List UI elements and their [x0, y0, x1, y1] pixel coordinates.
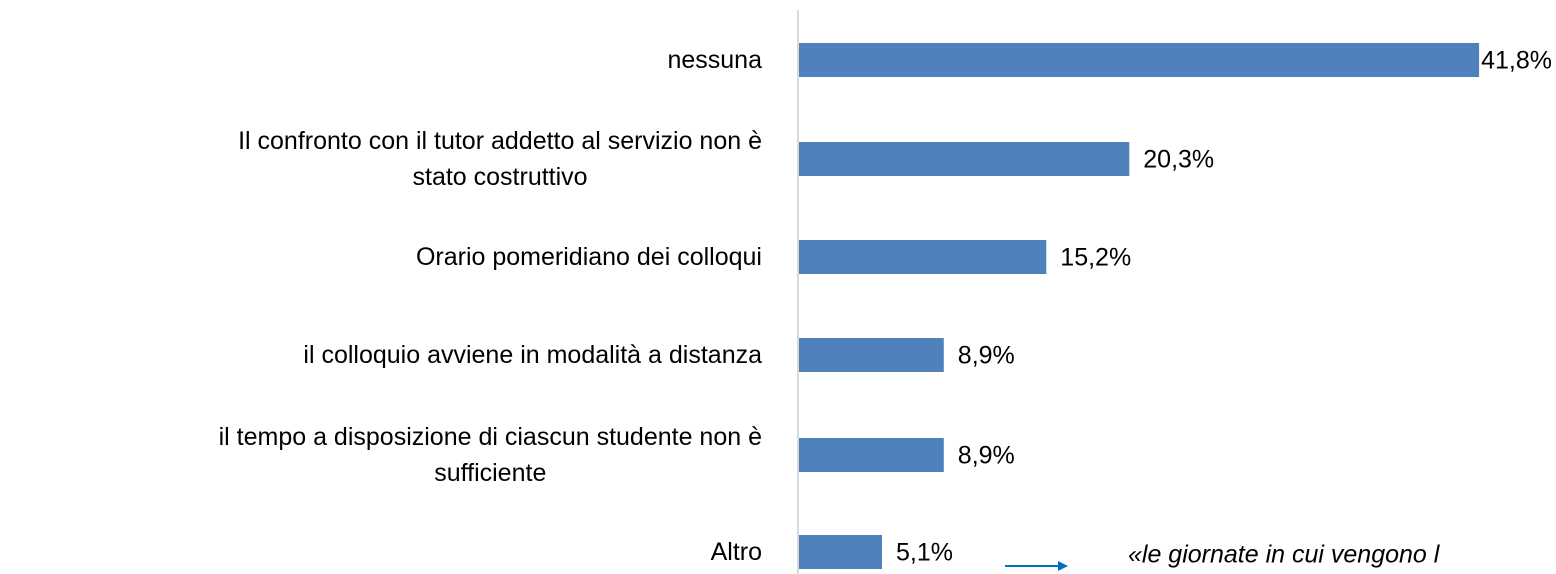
value-label: 20,3%: [1143, 146, 1214, 174]
value-label: 8,9%: [958, 442, 1015, 470]
bar: [799, 438, 944, 472]
bar: [799, 240, 1047, 274]
bar: [799, 338, 944, 372]
value-label: 8,9%: [958, 342, 1015, 370]
category-label: Altro: [710, 538, 762, 566]
bar: [799, 142, 1130, 176]
category-label: Il confronto con il tutor addetto al ser…: [238, 127, 762, 191]
category-label: Orario pomeridiano dei colloqui: [415, 243, 762, 271]
category-label: nessuna: [667, 46, 762, 74]
bar: [799, 43, 1480, 77]
value-label: 41,8%: [1481, 47, 1552, 75]
value-label: 5,1%: [896, 539, 953, 567]
arrow-head: [1058, 561, 1068, 571]
category-label: il colloquio avviene in modalità a dista…: [303, 341, 762, 369]
annotation: «le giornate in cui vengono l: [1128, 541, 1441, 569]
bar: [799, 535, 882, 569]
value-label: 15,2%: [1060, 244, 1131, 272]
category-label: il tempo a disposizione di ciascun stude…: [218, 423, 762, 487]
